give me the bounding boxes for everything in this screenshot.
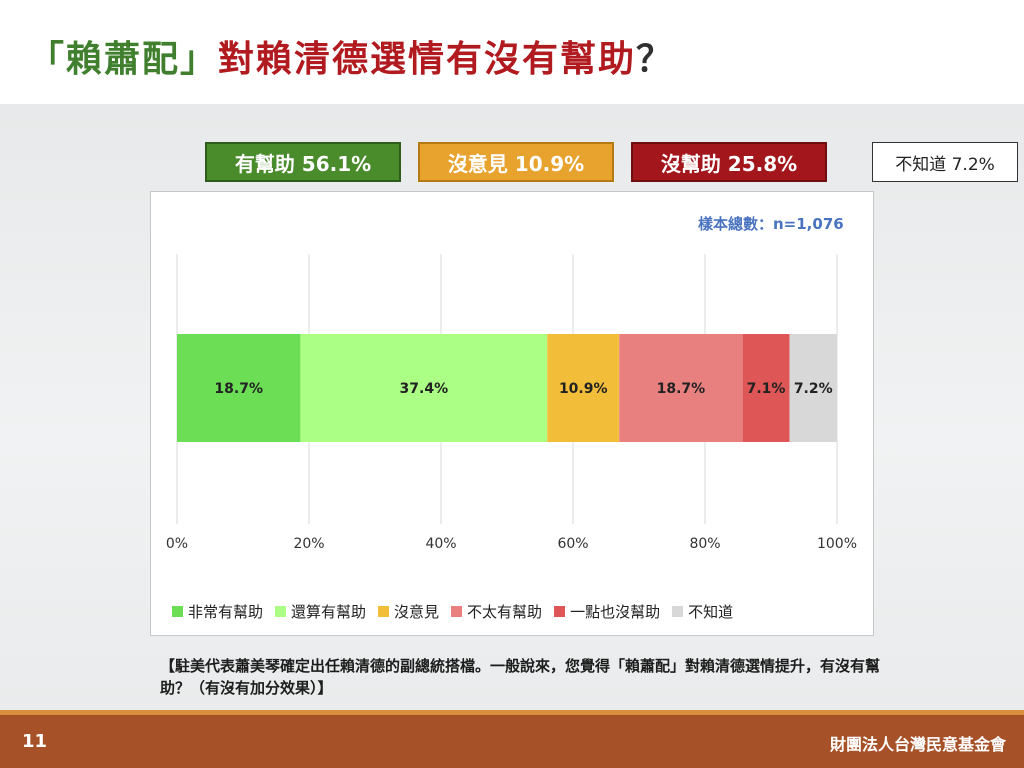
bar-data-label: 10.9% — [559, 381, 608, 397]
legend-item: 不知道 — [672, 601, 733, 622]
x-tick-label: 80% — [689, 536, 720, 552]
legend-swatch — [172, 606, 183, 617]
chart-legend: 非常有幫助 還算有幫助 沒意見 不太有幫助 一點也沒幫助 不知道 — [172, 601, 745, 622]
summary-not-helpful-box: 沒幫助 25.8% — [631, 142, 827, 182]
sample-size-note: 樣本總數：n=1,076 — [698, 215, 844, 233]
legend-item: 非常有幫助 — [172, 601, 263, 622]
footer-bar — [0, 710, 1024, 768]
page-number: 11 — [22, 731, 48, 752]
legend-label: 還算有幫助 — [291, 603, 367, 621]
legend-swatch — [378, 606, 390, 617]
x-tick-label: 60% — [557, 536, 588, 552]
legend-swatch — [554, 606, 566, 617]
legend-item: 一點也沒幫助 — [554, 601, 660, 622]
legend-label: 一點也沒幫助 — [570, 603, 661, 621]
legend-swatch — [275, 606, 287, 617]
slide-title: 「賴蕭配」對賴清德選情有沒有幫助？ — [28, 30, 674, 82]
organization-name: 財團法人台灣民意基金會 — [829, 735, 1006, 754]
x-tick-label: 20% — [293, 536, 324, 552]
summary-no-opinion-box: 沒意見 10.9% — [418, 142, 614, 182]
bar-segment-4 — [619, 334, 743, 442]
bar-segment-3 — [547, 334, 620, 442]
summary-helpful-box: 有幫助 56.1% — [205, 142, 401, 182]
legend-label: 沒意見 — [394, 603, 440, 621]
legend-label: 不知道 — [688, 603, 734, 621]
x-tick-label: 40% — [425, 536, 456, 552]
bar-data-label: 18.7% — [214, 381, 263, 397]
bar-data-label: 7.2% — [794, 381, 833, 397]
survey-question: 【駐美代表蕭美琴確定出任賴清德的副總統搭檔。一般說來，您覺得「賴蕭配」對賴清德選… — [160, 657, 881, 697]
title-part-1: 「賴蕭配」 — [28, 39, 219, 80]
bar-segment-6 — [789, 334, 837, 442]
legend-swatch — [672, 606, 684, 617]
bar-data-label: 18.7% — [657, 381, 706, 397]
bar-data-label: 7.1% — [747, 381, 786, 397]
summary-dont-know-box: 不知道 7.2% — [872, 142, 1018, 182]
legend-label: 非常有幫助 — [188, 603, 264, 621]
footer-accent-stripe — [0, 710, 1024, 715]
legend-swatch — [451, 606, 463, 617]
bar-data-label: 37.4% — [400, 381, 449, 397]
legend-label: 不太有幫助 — [467, 603, 543, 621]
title-part-3: ？ — [636, 39, 675, 80]
x-tick-label: 100% — [817, 536, 857, 552]
x-tick-label: 0% — [166, 536, 188, 552]
legend-item: 沒意見 — [378, 601, 439, 622]
bar-segment-5 — [742, 334, 790, 442]
title-part-2: 對賴清德選情有沒有幫助 — [218, 39, 637, 80]
legend-item: 還算有幫助 — [275, 601, 366, 622]
bar-segment-2 — [300, 334, 548, 442]
bar-segment-1 — [177, 334, 301, 442]
title-bar: 「賴蕭配」對賴清德選情有沒有幫助？ — [0, 0, 1024, 104]
legend-item: 不太有幫助 — [451, 601, 542, 622]
